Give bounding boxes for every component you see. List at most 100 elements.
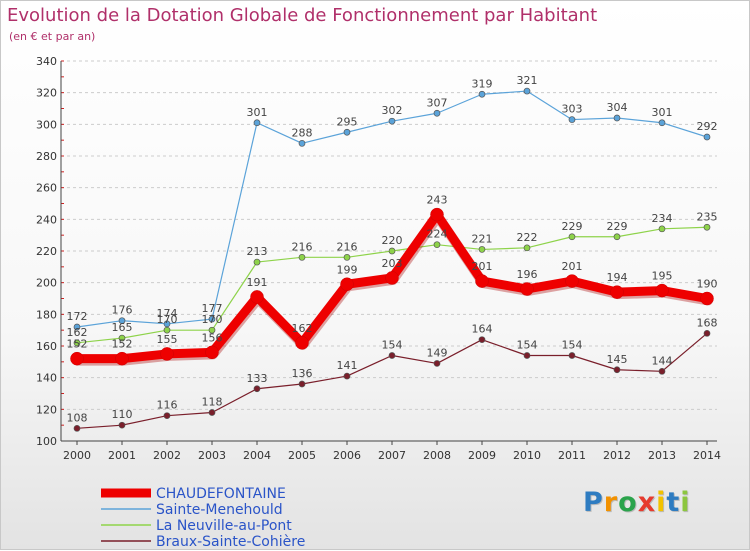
x-tick-label: 2008 xyxy=(423,449,451,462)
data-label: 191 xyxy=(247,276,268,289)
data-point xyxy=(478,90,486,98)
data-point xyxy=(655,283,669,298)
x-tick-label: 2003 xyxy=(198,449,226,462)
data-label: 203 xyxy=(382,257,403,270)
data-label: 307 xyxy=(427,96,448,109)
data-point xyxy=(523,87,531,95)
data-point xyxy=(163,412,171,420)
data-label: 145 xyxy=(607,353,628,366)
data-label: 199 xyxy=(337,263,358,276)
y-tick-label: 180 xyxy=(36,308,57,321)
data-point xyxy=(73,323,81,331)
data-point xyxy=(115,351,129,366)
data-label: 154 xyxy=(517,339,538,352)
data-label: 295 xyxy=(337,115,358,128)
legend-label: Braux-Sainte-Cohière xyxy=(156,534,305,550)
logo-letter: x xyxy=(637,487,657,518)
data-point xyxy=(73,339,81,347)
data-label: 177 xyxy=(202,302,223,315)
data-label: 154 xyxy=(562,339,583,352)
data-label: 243 xyxy=(427,194,448,207)
data-label: 224 xyxy=(427,228,448,241)
chart-subtitle: (en € et par an) xyxy=(9,30,96,43)
data-label: 162 xyxy=(67,326,88,339)
data-label: 141 xyxy=(337,359,358,372)
data-label: 152 xyxy=(67,338,88,351)
data-label: 301 xyxy=(652,106,673,119)
data-label: 216 xyxy=(337,240,358,253)
data-point xyxy=(568,116,576,123)
data-point xyxy=(70,351,84,366)
data-point xyxy=(160,347,174,361)
data-point xyxy=(388,352,396,359)
data-label: 222 xyxy=(517,231,538,244)
logo-letter: o xyxy=(618,487,638,518)
data-label: 201 xyxy=(562,260,583,273)
data-point xyxy=(703,223,711,231)
data-point xyxy=(703,329,711,337)
data-label: 216 xyxy=(292,240,313,253)
data-label: 168 xyxy=(697,316,718,329)
x-tick-label: 2014 xyxy=(693,449,721,462)
data-point xyxy=(118,421,126,429)
data-point xyxy=(433,241,441,249)
data-point xyxy=(610,285,624,299)
logo-letter: t xyxy=(666,487,681,518)
data-label: 172 xyxy=(67,310,88,323)
data-point xyxy=(298,253,306,261)
data-point xyxy=(253,385,261,393)
legend-label: CHAUDEFONTAINE xyxy=(156,486,286,502)
data-point xyxy=(253,119,261,127)
data-point xyxy=(703,133,711,141)
x-tick-label: 2002 xyxy=(153,449,181,462)
data-label: 176 xyxy=(112,304,133,317)
data-label: 162 xyxy=(292,322,313,335)
data-point xyxy=(613,366,621,374)
data-point xyxy=(340,277,354,291)
data-label: 235 xyxy=(697,210,718,223)
y-tick-label: 260 xyxy=(36,182,57,195)
data-point xyxy=(433,109,441,117)
data-label: 292 xyxy=(697,120,718,133)
y-tick-label: 320 xyxy=(36,87,57,100)
data-point xyxy=(343,128,351,136)
y-tick-label: 340 xyxy=(36,55,57,68)
axes: 100 120 140 160 180 200 220 240 260 280 300 320 340 2… xyxy=(36,55,721,462)
y-tick-label: 280 xyxy=(36,150,57,163)
data-point xyxy=(523,244,531,252)
data-label: 174 xyxy=(157,307,178,320)
data-point xyxy=(565,274,579,288)
x-tick-label: 2006 xyxy=(333,449,361,462)
data-label: 136 xyxy=(292,367,313,380)
x-tick-label: 2013 xyxy=(648,449,676,462)
data-point xyxy=(523,352,531,359)
data-label: 164 xyxy=(472,323,493,336)
x-tick-label: 2012 xyxy=(603,449,631,462)
grid xyxy=(61,60,717,442)
data-point xyxy=(520,282,534,296)
data-point xyxy=(295,336,309,350)
data-point xyxy=(700,291,714,306)
data-point xyxy=(343,253,351,261)
y-tick-label: 300 xyxy=(36,118,57,131)
data-label: 220 xyxy=(382,234,403,247)
y-tick-label: 100 xyxy=(36,435,57,448)
x-tick-label: 2009 xyxy=(468,449,496,462)
data-point xyxy=(658,367,666,375)
data-point xyxy=(388,247,396,255)
data-label: 229 xyxy=(607,220,628,233)
data-label: 213 xyxy=(247,245,268,258)
data-point xyxy=(298,380,306,388)
logo-letter: P xyxy=(583,487,604,518)
data-labels: 108 110 116 118 133 136 141 154 149 164 154 154 145 1… xyxy=(67,74,718,424)
x-tick-label: 2010 xyxy=(513,449,541,462)
data-label: 301 xyxy=(247,106,268,119)
data-point xyxy=(658,225,666,233)
data-label: 170 xyxy=(157,313,178,326)
data-point xyxy=(613,114,621,122)
proxiti-logo: Proxiti xyxy=(583,487,691,518)
series xyxy=(70,87,714,432)
data-label: 156 xyxy=(202,331,223,344)
